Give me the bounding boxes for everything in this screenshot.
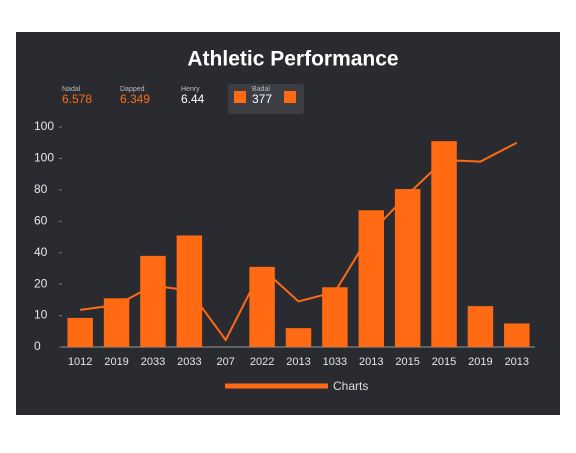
legend-label: Charts <box>333 379 368 393</box>
stat-icon <box>284 91 296 103</box>
x-tick-label: 1033 <box>323 356 347 368</box>
bar <box>431 141 457 347</box>
x-tick-label: 2013 <box>505 356 529 368</box>
chart-title: Athletic Performance <box>187 48 398 71</box>
line-series <box>80 141 518 342</box>
bar <box>249 266 275 347</box>
bar <box>394 189 421 347</box>
stat-label: Dapped <box>120 86 145 93</box>
y-tick-label: 80 <box>34 182 48 196</box>
y-tick-label: 100 <box>34 151 54 165</box>
y-tick-label: 20 <box>34 276 48 290</box>
bar <box>285 328 312 347</box>
x-tick-label: 2015 <box>395 356 419 368</box>
x-tick-label: 2019 <box>468 356 492 368</box>
bar <box>504 323 530 347</box>
y-tick-label: 60 <box>34 213 48 227</box>
bar <box>322 287 348 347</box>
stat-value: 6.578 <box>62 92 92 106</box>
stat-label: Nadal <box>62 86 81 93</box>
stat-value: 6.349 <box>120 92 150 106</box>
stat-label: Henry <box>181 86 200 93</box>
y-tick-label: 40 <box>34 245 48 259</box>
y-tick-label: 10 <box>34 308 48 322</box>
stat-value: 6.44 <box>181 92 205 106</box>
x-tick-label: 1012 <box>68 356 92 368</box>
x-tick-label: 2022 <box>250 356 274 368</box>
stat-icon <box>234 91 246 103</box>
x-tick-label: 2013 <box>286 356 310 368</box>
x-tick-label: 207 <box>217 356 235 368</box>
bar <box>467 306 494 347</box>
x-tick-label: 2015 <box>432 356 456 368</box>
x-tick-label: 2013 <box>359 356 383 368</box>
stat-label: Badal <box>252 86 270 93</box>
y-tick-label: 100 <box>34 119 54 133</box>
x-tick-label: 2019 <box>104 356 128 368</box>
x-tick-label: 2033 <box>141 356 165 368</box>
bar <box>140 255 166 347</box>
stat-value: 377 <box>252 92 272 106</box>
y-tick-label: 0 <box>34 339 41 353</box>
x-tick-label: 2033 <box>177 356 201 368</box>
bar <box>358 210 385 347</box>
bar <box>67 317 93 347</box>
